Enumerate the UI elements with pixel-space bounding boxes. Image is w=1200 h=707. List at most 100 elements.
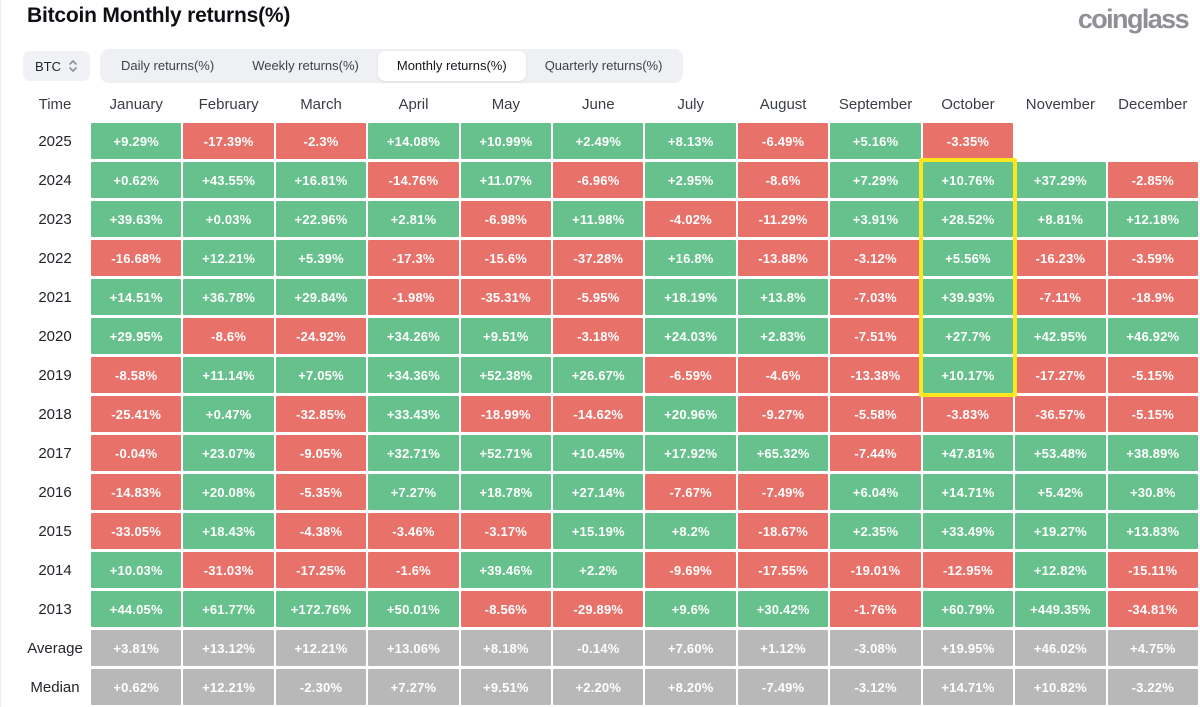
tab-quarterly-returns[interactable]: Quarterly returns(%) (526, 51, 682, 81)
return-cell: -9.69% (645, 552, 736, 588)
return-cell: -8.6% (737, 162, 829, 198)
return-cell: -4.6% (737, 357, 829, 393)
return-cell: +5.42% (1015, 474, 1106, 510)
return-cell: +449.35% (1015, 591, 1106, 627)
return-cell: +12.21% (275, 630, 367, 666)
return-cell: +34.26% (368, 318, 459, 354)
return-cell: -7.44% (830, 435, 921, 471)
empty-cell (1108, 123, 1198, 159)
return-cell: -25.41% (91, 396, 182, 432)
return-cell: +2.20% (553, 669, 644, 705)
return-cell: +7.27% (368, 474, 459, 510)
return-cell: -7.49% (737, 474, 829, 510)
return-cell: +7.27% (368, 669, 459, 705)
row-label: 2014 (38, 561, 72, 579)
return-cell: +19.95% (922, 630, 1014, 666)
return-cell: +20.96% (645, 396, 736, 432)
column-header: March (300, 96, 342, 113)
return-cell: +28.52% (922, 201, 1014, 237)
return-cell: +2.35% (830, 513, 921, 549)
return-cell: -0.04% (91, 435, 182, 471)
return-cell: +14.51% (91, 279, 182, 315)
return-cell: +7.60% (645, 630, 736, 666)
return-cell: +39.46% (460, 552, 552, 588)
return-cell: -7.67% (645, 474, 736, 510)
column-header: June (582, 96, 615, 113)
return-cell: +14.71% (922, 474, 1014, 510)
return-cell: +2.83% (737, 318, 829, 354)
return-cell: +8.20% (645, 669, 736, 705)
return-cell: -9.05% (275, 435, 367, 471)
return-cell: -1.76% (830, 591, 921, 627)
return-cell: +7.29% (830, 162, 921, 198)
return-cell: +10.03% (91, 552, 182, 588)
return-cell: -8.6% (183, 318, 274, 354)
row-label: Average (27, 639, 83, 657)
row-label: 2021 (38, 288, 72, 306)
return-cell: +0.62% (91, 162, 182, 198)
return-cell: +1.12% (737, 630, 829, 666)
return-cell: +16.8% (645, 240, 736, 276)
return-cell: +18.78% (460, 474, 552, 510)
row-label: 2018 (38, 405, 72, 423)
page-title: Bitcoin Monthly returns(%) (27, 4, 291, 27)
return-cell: -2.85% (1107, 162, 1198, 198)
return-cell: +4.75% (1107, 630, 1198, 666)
return-cell: +44.05% (91, 591, 182, 627)
return-cell: +50.01% (368, 591, 459, 627)
return-cell: -5.15% (1107, 396, 1198, 432)
return-cell: -33.05% (91, 513, 182, 549)
return-cell: -9.27% (737, 396, 829, 432)
return-cell: -18.9% (1107, 279, 1198, 315)
return-cell: -15.11% (1107, 552, 1198, 588)
return-cell: -14.76% (368, 162, 459, 198)
return-cell: +26.67% (553, 357, 644, 393)
return-cell: +8.13% (645, 123, 736, 159)
return-cell: +34.36% (368, 357, 459, 393)
column-header: October (941, 96, 995, 113)
return-cell: -17.27% (1015, 357, 1106, 393)
symbol-select[interactable]: BTC (23, 51, 90, 81)
return-cell: +13.83% (1107, 513, 1198, 549)
return-cell: +172.76% (275, 591, 367, 627)
column-header: April (398, 96, 429, 113)
return-cell: -12.95% (922, 552, 1014, 588)
return-cell: -7.49% (737, 669, 829, 705)
return-cell: -6.49% (737, 123, 829, 159)
return-cell: +29.84% (275, 279, 367, 315)
tab-daily-returns[interactable]: Daily returns(%) (102, 51, 233, 81)
return-cell: -17.3% (368, 240, 459, 276)
tab-weekly-returns[interactable]: Weekly returns(%) (233, 51, 378, 81)
return-cell: +30.8% (1107, 474, 1198, 510)
return-cell: -1.98% (368, 279, 459, 315)
return-cell: +8.18% (460, 630, 552, 666)
column-header-time: Time (38, 96, 72, 113)
return-cell: -3.59% (1107, 240, 1198, 276)
return-cell: +46.02% (1015, 630, 1106, 666)
row-label: 2015 (38, 522, 72, 540)
return-cell: -6.59% (645, 357, 736, 393)
return-cell: -14.62% (553, 396, 644, 432)
return-cell: +20.08% (183, 474, 274, 510)
return-cell: -2.3% (275, 123, 367, 159)
return-cell: +13.06% (368, 630, 459, 666)
returns-grid: Time January February March April May June July… (1, 89, 1198, 705)
return-cell: +2.2% (553, 552, 644, 588)
tab-monthly-returns[interactable]: Monthly returns(%) (377, 51, 526, 81)
row-label: Median (30, 678, 80, 696)
return-cell: +16.81% (275, 162, 367, 198)
return-cell: +37.29% (1015, 162, 1106, 198)
return-cell: -34.81% (1107, 591, 1198, 627)
return-cell: -8.58% (91, 357, 182, 393)
return-cell: +27.14% (553, 474, 644, 510)
return-cell: +10.17% (922, 357, 1014, 393)
return-cell: +33.49% (922, 513, 1014, 549)
return-cell: -3.12% (830, 240, 921, 276)
return-cell: +0.03% (183, 201, 274, 237)
return-cell: -19.01% (830, 552, 921, 588)
column-header: July (677, 96, 705, 113)
return-cell: +17.92% (645, 435, 736, 471)
return-cell: +30.42% (737, 591, 829, 627)
return-cell: -35.31% (460, 279, 552, 315)
return-cell: +2.49% (553, 123, 644, 159)
